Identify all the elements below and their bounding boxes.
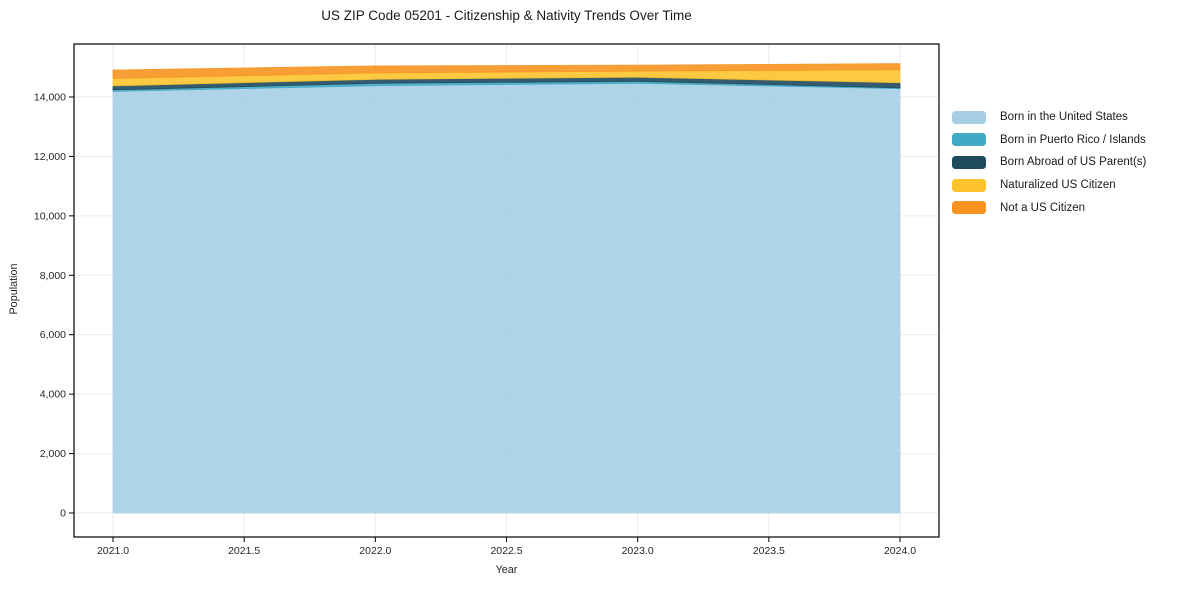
y-axis-label: Population — [8, 263, 20, 315]
legend-label: Not a US Citizen — [1000, 201, 1086, 214]
y-tick-label: 8,000 — [40, 270, 66, 282]
legend-item: Born Abroad of US Parent(s) — [952, 151, 1146, 174]
area-born-in-the-united-states — [112, 82, 901, 514]
area-not-a-us-citizen — [112, 63, 901, 79]
legend-swatch — [952, 178, 986, 192]
x-tick-label: 2023.0 — [622, 545, 654, 557]
legend-label: Born in the United States — [1000, 111, 1128, 124]
legend-label: Born Abroad of US Parent(s) — [1000, 156, 1147, 169]
chart-title: US ZIP Code 05201 - Citizenship & Nativi… — [321, 8, 692, 23]
y-tick-label: 2,000 — [40, 448, 66, 460]
x-tick-label: 2021.0 — [97, 545, 129, 557]
x-axis-label: Year — [495, 564, 518, 576]
legend-swatch — [952, 110, 986, 124]
legend-swatch — [952, 155, 986, 169]
legend-item: Born in Puerto Rico / Islands — [952, 129, 1146, 152]
x-tick-label: 2023.5 — [753, 545, 785, 557]
y-tick-label: 0 — [60, 508, 66, 520]
legend: Born in the United States Born in Puerto … — [952, 106, 1146, 219]
x-tick-label: 2022.0 — [359, 545, 391, 557]
legend-label: Born in Puerto Rico / Islands — [1000, 133, 1146, 146]
y-tick-label: 4,000 — [40, 389, 66, 401]
y-tick-label: 6,000 — [40, 329, 66, 341]
legend-swatch — [952, 201, 986, 215]
legend-item: Born in the United States — [952, 106, 1146, 129]
legend-item: Not a US Citizen — [952, 196, 1146, 219]
x-tick-label: 2024.0 — [884, 545, 916, 557]
x-tick-label: 2022.5 — [490, 545, 522, 557]
y-tick-label: 14,000 — [34, 92, 66, 104]
x-tick-label: 2021.5 — [228, 545, 260, 557]
legend-item: Naturalized US Citizen — [952, 174, 1146, 197]
legend-swatch — [952, 133, 986, 147]
y-tick-label: 10,000 — [34, 210, 66, 222]
legend-label: Naturalized US Citizen — [1000, 179, 1116, 192]
y-tick-label: 12,000 — [34, 151, 66, 163]
